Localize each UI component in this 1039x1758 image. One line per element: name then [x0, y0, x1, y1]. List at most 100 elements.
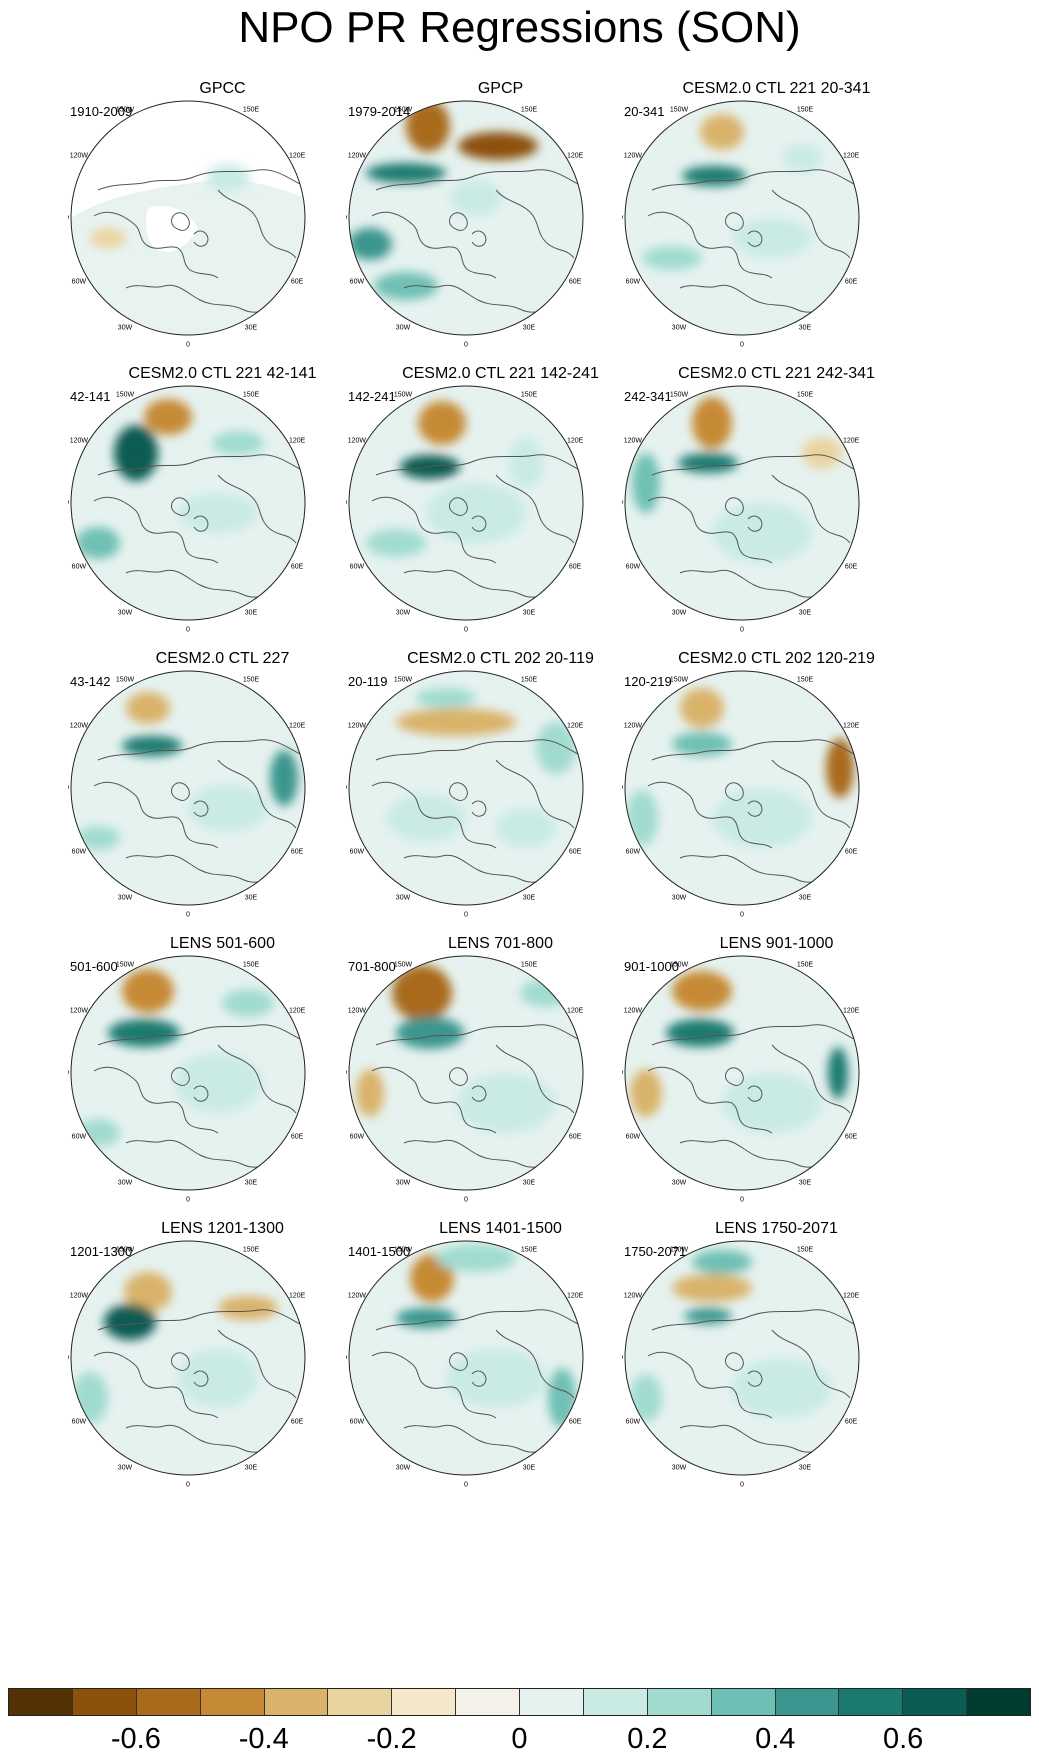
- anomaly-blob: [270, 750, 298, 806]
- panel-period: 901-1000: [624, 959, 679, 974]
- anomaly-blob: [678, 453, 738, 473]
- coastline: [679, 854, 837, 883]
- colorbar-cell: [967, 1689, 1030, 1715]
- colorbar-cell: [136, 1689, 201, 1715]
- colorbar-cell: [903, 1689, 968, 1715]
- map-boundary: [624, 1240, 860, 1476]
- anomaly-blob: [266, 349, 286, 356]
- anomaly-blob: [802, 437, 842, 469]
- anomaly-blob: [458, 132, 538, 160]
- longitude-label: 30W: [396, 610, 411, 617]
- longitude-label: 0: [464, 627, 468, 634]
- longitude-label: 120E: [289, 153, 306, 160]
- map-boundary: [348, 100, 584, 336]
- longitude-label: 150W: [116, 676, 135, 683]
- longitude-label: 150W: [394, 676, 413, 683]
- coastline: [403, 1424, 561, 1453]
- longitude-label: 30W: [672, 610, 687, 617]
- panel-title: LENS 701-800: [448, 935, 553, 952]
- colorbar-tick-label: 0.6: [882, 1723, 924, 1755]
- anomaly-blob: [520, 979, 572, 1007]
- longitude-label: 60E: [845, 1134, 858, 1141]
- longitude-label: 120E: [567, 438, 584, 445]
- longitude-label: 30E: [523, 895, 536, 902]
- panel-title: LENS 901-1000: [719, 935, 834, 952]
- polar-map: 180150E120E90E60E30E030W60W90W120W150W: [346, 955, 586, 1204]
- coastline: [747, 1370, 763, 1387]
- longitude-label: 150W: [670, 961, 689, 968]
- longitude-label: 30E: [245, 895, 258, 902]
- anomaly-blob: [386, 794, 466, 842]
- colorbar-cell: [775, 1689, 840, 1715]
- colorbar-cell: [392, 1689, 457, 1715]
- anomaly-blob: [114, 425, 158, 481]
- coastline: [771, 759, 851, 829]
- coastline: [97, 454, 301, 476]
- longitude-label: 150W: [670, 676, 689, 683]
- coastline: [193, 515, 209, 532]
- longitude-label: 150W: [670, 391, 689, 398]
- longitude-label: 150W: [116, 961, 135, 968]
- coastline: [375, 1024, 579, 1046]
- colorbar-cell: [647, 1689, 712, 1715]
- panel-period: 42-141: [70, 389, 111, 404]
- longitude-label: 150E: [243, 391, 260, 398]
- coastline: [647, 211, 773, 279]
- longitude-label: 30E: [799, 1465, 812, 1472]
- coastline: [125, 1424, 283, 1453]
- colorbar-tick-label: 0.4: [755, 1723, 796, 1755]
- longitude-label: 30W: [118, 1180, 133, 1187]
- polar-map: 180150E120E90E60E30E030W60W90W120W150W: [346, 670, 586, 919]
- map-panel: CESM2.0 CTL 221 242-341180150E120E90E60E…: [622, 365, 931, 675]
- coastline: [93, 496, 219, 564]
- coastline: [375, 169, 579, 191]
- longitude-label: 90W: [346, 501, 348, 508]
- longitude-label: 30E: [245, 610, 258, 617]
- anomaly-blob: [416, 688, 476, 708]
- anomaly-blob: [76, 826, 120, 850]
- coastline: [495, 474, 575, 544]
- panel-period: 1201-1300: [70, 1244, 133, 1259]
- coastline: [651, 739, 855, 761]
- anomaly-blob: [222, 989, 274, 1017]
- coastline: [495, 1329, 575, 1399]
- coastline: [93, 1351, 219, 1419]
- anomaly-blob: [400, 455, 460, 479]
- coastline: [217, 1044, 297, 1114]
- coastline: [449, 1067, 468, 1086]
- longitude-label: 120W: [624, 1008, 643, 1015]
- coastline: [725, 212, 744, 231]
- polar-map: 180150E120E90E60E30E030W60W90W120W150W: [68, 100, 308, 356]
- longitude-label: 90W: [622, 786, 624, 793]
- panel-title: CESM2.0 CTL 221 242-341: [678, 365, 875, 382]
- longitude-label: 150E: [797, 676, 814, 683]
- coastline: [747, 800, 763, 817]
- anomaly-blob: [366, 163, 446, 183]
- longitude-label: 150E: [521, 676, 538, 683]
- longitude-label: 150E: [797, 391, 814, 398]
- coastline: [647, 1351, 773, 1419]
- longitude-label: 120W: [348, 723, 367, 730]
- anomaly-blob: [349, 228, 392, 260]
- anomaly-blob: [206, 164, 250, 192]
- longitude-label: 0: [186, 1197, 190, 1204]
- longitude-label: 150W: [670, 106, 689, 113]
- longitude-label: 30E: [523, 1180, 536, 1187]
- panel-period: 43-142: [70, 674, 111, 689]
- panel-period: 501-600: [70, 959, 118, 974]
- longitude-label: 120W: [624, 153, 643, 160]
- map-panel: CESM2.0 CTL 221 42-141180150E120E90E60E3…: [68, 365, 377, 675]
- polar-map: 180150E120E90E60E30E030W60W90W120W150W: [622, 1240, 862, 1489]
- longitude-label: 90W: [68, 216, 70, 223]
- colorbar-cell: [9, 1689, 73, 1715]
- panel-period: 1979-2014: [348, 104, 411, 119]
- longitude-label: 30W: [118, 325, 133, 332]
- anomaly-blob: [178, 1348, 258, 1408]
- map-boundary: [70, 670, 306, 906]
- coastline: [651, 1309, 855, 1331]
- longitude-label: 120W: [70, 1008, 89, 1015]
- longitude-label: 60E: [291, 564, 304, 571]
- longitude-label: 90W: [346, 786, 348, 793]
- coastline: [651, 169, 855, 191]
- longitude-label: 150W: [394, 1246, 413, 1253]
